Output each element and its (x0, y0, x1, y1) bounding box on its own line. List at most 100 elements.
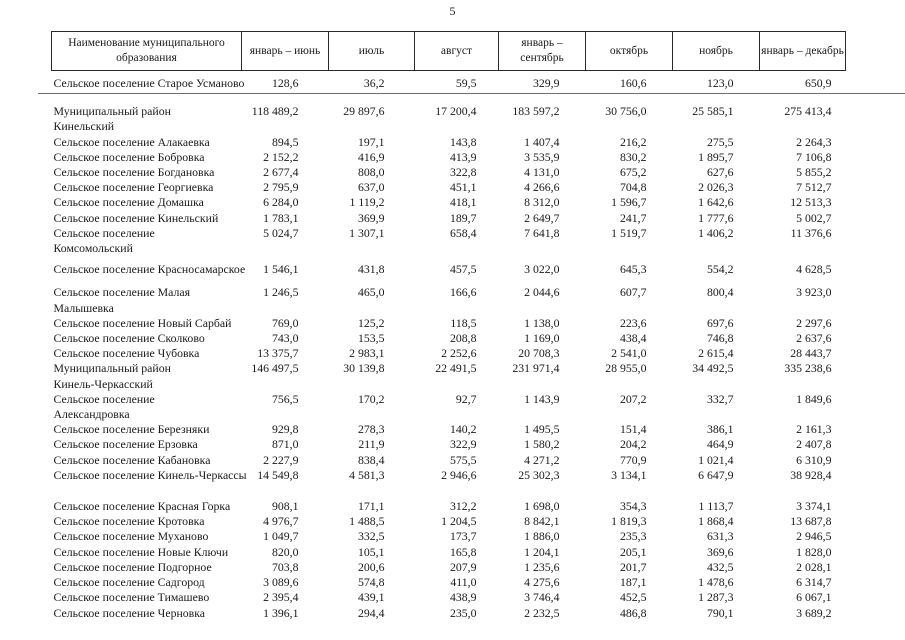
name-line: Сельское поселение Кабановка (53, 452, 211, 467)
value-cell: 2 407,8 (796, 437, 832, 452)
name-cell: Сельское поселение Чубовка (52, 346, 242, 361)
value-cell: 607,7 (619, 285, 647, 300)
name-line: Сельское поселение Новые Ключи (53, 544, 229, 559)
value-cell: 312,2 (449, 499, 477, 514)
value-cell: 1 868,4 (698, 514, 734, 529)
value-cell: 354,3 (619, 499, 647, 514)
name-line: Комсомольский (53, 241, 133, 256)
value-cell: 746,8 (706, 331, 734, 346)
column-header-period: ноябрь (672, 31, 760, 71)
value-cell: 1 204,5 (441, 514, 477, 529)
value-cell: 332,5 (357, 529, 385, 544)
value-cell: 871,0 (271, 437, 299, 452)
name-cell: Сельское поселение Садгород (52, 575, 242, 590)
value-cell: 432,5 (706, 559, 734, 574)
value-cell: 5 024,7 (263, 225, 299, 240)
value-cell: 1 169,0 (524, 331, 560, 346)
table-row: Сельское поселение Березняки 929,8 278,3 14… (52, 422, 846, 437)
value-cell: 275,5 (706, 134, 734, 149)
value-cell: 2 946,5 (796, 529, 832, 544)
value-cell: 7 512,7 (796, 180, 832, 195)
table-row: Сельское поселение Кротовка 4 976,7 1 488,… (52, 514, 846, 529)
value-cell: 2 541,0 (611, 346, 647, 361)
table-row: Сельское поселение Подгорное 703,8 200,6 20… (52, 560, 846, 575)
value-cell: 2 395,4 (263, 590, 299, 605)
value-cell: 7 641,8 (524, 225, 560, 240)
value-cell: 908,1 (271, 499, 299, 514)
table-row: Сельское поселение Кинельский 1 783,1 369,… (52, 211, 846, 226)
value-cell: 575,5 (449, 452, 477, 467)
value-cell: 8 842,1 (524, 514, 560, 529)
value-cell: 1 546,1 (263, 262, 299, 277)
value-cell: 322,8 (449, 165, 477, 180)
name-cell: Сельское поселение Кинель-Черкассы (52, 468, 247, 483)
value-cell: 658,4 (449, 225, 477, 240)
value-cell: 800,4 (706, 285, 734, 300)
value-cell: 4 266,6 (524, 180, 560, 195)
name-line: Сельское поселение Алакаевка (53, 134, 210, 149)
name-cell: Сельское поселение Кинельский (52, 211, 242, 226)
value-cell: 128,6 (271, 76, 299, 90)
name-cell: Сельское поселение Кротовка (52, 514, 242, 529)
value-cell: 369,9 (357, 210, 385, 225)
column-header-period: август (414, 31, 499, 71)
name-line: Малышевка (53, 300, 114, 315)
value-cell: 25 302,3 (518, 467, 560, 482)
value-cell: 4 628,5 (796, 262, 832, 277)
value-cell: 743,0 (271, 331, 299, 346)
value-cell: 216,2 (619, 134, 647, 149)
value-cell: 2 161,3 (796, 422, 832, 437)
value-cell: 165,8 (449, 544, 477, 559)
column-header-period: июль (328, 31, 415, 71)
name-line: Сельское поселение Муханово (53, 529, 209, 544)
name-cell: Сельское поселение Березняки (52, 422, 242, 437)
value-cell: 8 312,0 (524, 195, 560, 210)
value-cell: 1 777,6 (698, 210, 734, 225)
name-line: Сельское поселение Старое Усманово (53, 76, 245, 90)
value-cell: 22 491,5 (435, 361, 477, 376)
value-cell: 1 307,1 (349, 225, 385, 240)
value-cell: 894,5 (271, 134, 299, 149)
value-cell: 2 677,4 (263, 165, 299, 180)
name-line: Александровка (53, 407, 130, 422)
value-cell: 1 488,5 (349, 514, 385, 529)
name-line: Сельское поселение Кротовка (53, 514, 205, 529)
value-cell: 1 113,7 (698, 499, 734, 514)
value-cell: 201,7 (619, 559, 647, 574)
value-cell: 173,7 (449, 529, 477, 544)
value-cell: 4 271,2 (524, 452, 560, 467)
name-cell: Сельское поселение Комсомольский (52, 226, 242, 256)
name-line: Кинельский (53, 119, 115, 134)
header-row: Наименование муниципального образования … (51, 31, 846, 71)
statistics-table: Наименование муниципального образования … (51, 31, 846, 621)
column-header-name: Наименование муниципального образования (51, 31, 242, 71)
value-cell: 1 783,1 (263, 210, 299, 225)
value-cell: 7 106,8 (796, 149, 832, 164)
name-cell: Сельское поселение Тимашево (52, 590, 242, 605)
value-cell: 418,1 (449, 195, 477, 210)
value-cell: 6 310,9 (796, 452, 832, 467)
district-row: Муниципальный район Кинель-Черкасский 146 … (52, 361, 846, 391)
value-cell: 486,8 (619, 605, 647, 620)
value-cell: 3 923,0 (796, 285, 832, 300)
name-cell: Сельское поселение Бобровка (52, 150, 242, 165)
value-cell: 790,1 (706, 605, 734, 620)
value-cell: 6 284,0 (263, 195, 299, 210)
section-divider-rule (38, 93, 905, 94)
value-cell: 2 795,9 (263, 180, 299, 195)
value-cell: 205,1 (619, 544, 647, 559)
value-cell: 6 067,1 (796, 590, 832, 605)
name-line: Сельское поселение Богдановка (53, 165, 215, 180)
value-cell: 1 396,1 (263, 605, 299, 620)
value-cell: 1 519,7 (611, 225, 647, 240)
value-cell: 820,0 (271, 544, 299, 559)
value-cell: 151,4 (619, 422, 647, 437)
name-cell: Сельское поселение Алакаевка (52, 135, 242, 150)
table-row: Сельское поселение Алакаевка 894,5 197,1 14… (52, 135, 846, 150)
value-cell: 30 139,8 (343, 361, 385, 376)
name-line: Сельское поселение Сколково (53, 331, 205, 346)
name-cell: Сельское поселение Ерзовка (52, 437, 242, 452)
value-cell: 465,0 (357, 285, 385, 300)
name-cell: Сельское поселение Домашка (52, 195, 242, 210)
value-cell: 1 407,4 (524, 134, 560, 149)
